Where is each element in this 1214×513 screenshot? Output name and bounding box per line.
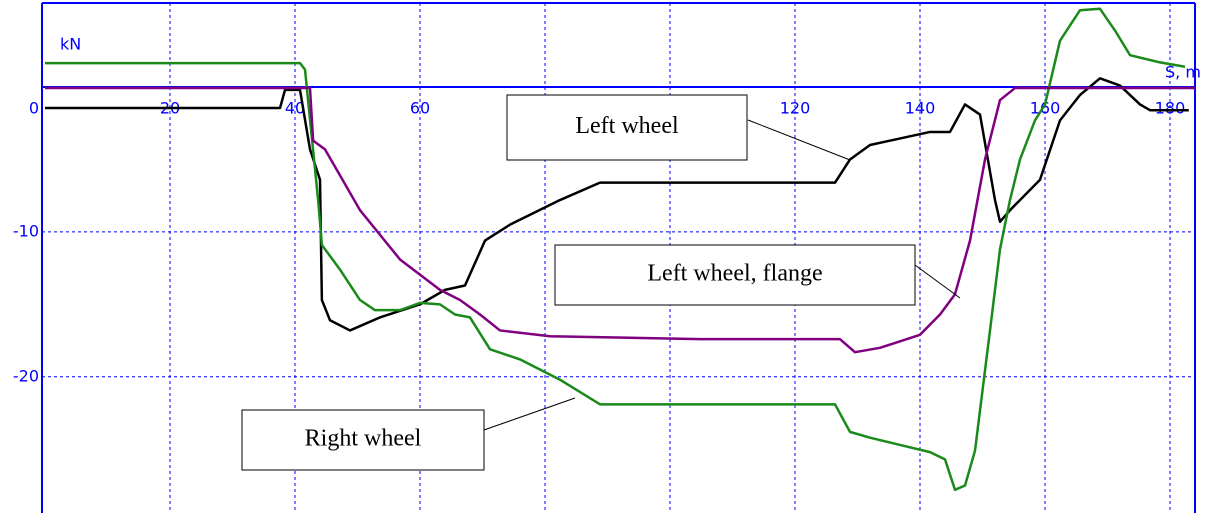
annotation: Right wheel xyxy=(305,426,422,452)
x-tick-label: 160 xyxy=(1030,99,1061,118)
leader-line xyxy=(747,119,851,161)
annotation-box xyxy=(241,409,485,471)
y-tick-label: 0 xyxy=(29,99,39,118)
annotation-box xyxy=(506,94,748,161)
y-tick-label: -10 xyxy=(13,221,39,240)
x-tick-label: 40 xyxy=(285,99,305,118)
annotation-box xyxy=(554,244,916,306)
y-tick-label: -20 xyxy=(13,366,39,385)
x-tick-label: 60 xyxy=(410,99,430,118)
leader-line xyxy=(914,264,961,299)
x-tick-label: 140 xyxy=(905,99,936,118)
leader-line xyxy=(483,397,576,431)
series-line xyxy=(45,7,1186,492)
series-line xyxy=(45,77,1189,332)
y-axis-label: kN xyxy=(60,35,81,54)
series-line xyxy=(45,86,1195,354)
annotation: Left wheel xyxy=(575,113,679,139)
x-tick-label: 120 xyxy=(780,99,811,118)
x-axis-label: S, m xyxy=(1165,63,1201,82)
annotation: Left wheel, flange xyxy=(647,261,822,287)
x-tick-label: 180 xyxy=(1155,99,1186,118)
